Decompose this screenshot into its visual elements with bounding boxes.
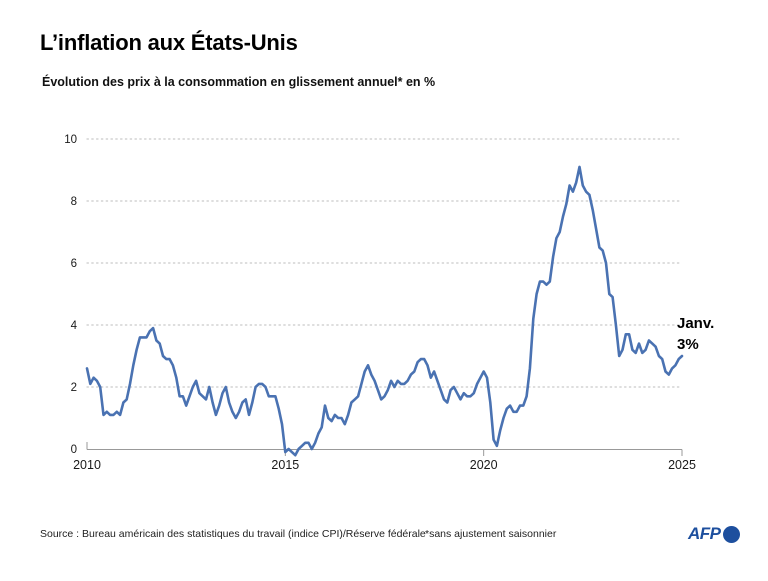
- x-tick-label: 2020: [470, 458, 498, 472]
- y-tick-label: 6: [71, 258, 77, 270]
- page-title: L’inflation aux États-Unis: [40, 30, 298, 55]
- inflation-line: [85, 165, 684, 457]
- afp-logo-circle: [722, 525, 740, 543]
- y-tick-label: 4: [71, 320, 78, 332]
- x-tick-label: 2025: [668, 458, 696, 472]
- y-tick-label: 0: [71, 444, 77, 456]
- afp-logo: AFP: [688, 524, 740, 544]
- y-tick-label: 8: [71, 196, 77, 208]
- chart-annotation: Janv. 3%: [677, 313, 714, 356]
- footer-source: Source : Bureau américain des statistiqu…: [40, 528, 426, 540]
- footer-note: *sans ajustement saisonnier: [425, 528, 557, 540]
- annotation-month-label: Janv.: [677, 315, 715, 332]
- y-tick-label: 10: [64, 134, 77, 146]
- afp-logo-text: AFP: [688, 524, 721, 543]
- x-tick-label: 2010: [73, 458, 101, 472]
- annotation-value-label: 3%: [677, 336, 699, 354]
- x-tick-label: 2015: [271, 458, 299, 472]
- inflation-line-chart: 0 2 4 6 8 10 2010 2015 2020 2025: [64, 134, 696, 472]
- y-tick-label: 2: [71, 382, 77, 394]
- chart-subtitle: Évolution des prix à la consommation en …: [42, 75, 436, 89]
